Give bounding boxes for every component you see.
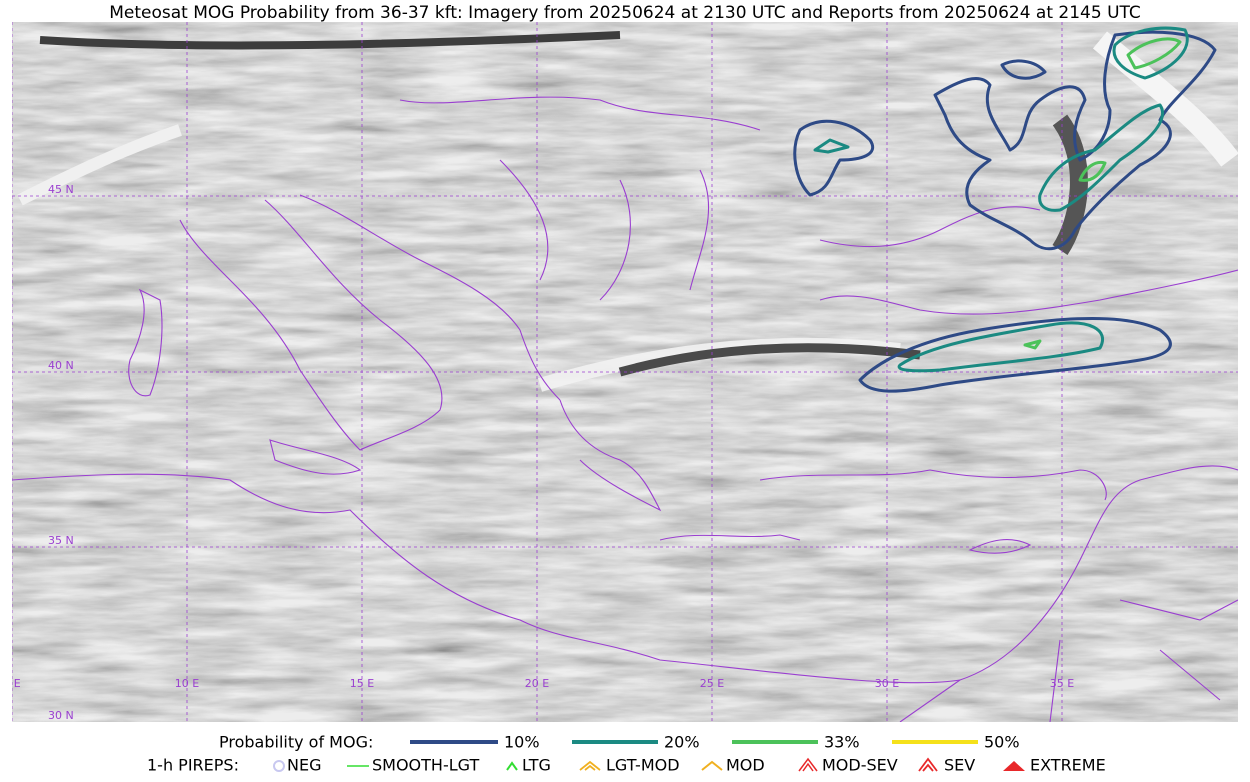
lon-label: 20 E	[525, 677, 549, 690]
coastline	[759, 469, 1107, 501]
coastline	[968, 539, 1032, 554]
mod-icon	[701, 760, 723, 771]
lgt-mod-icon	[579, 760, 601, 771]
contour-20	[897, 321, 1104, 373]
lon-label: 10 E	[175, 677, 199, 690]
border	[399, 96, 761, 301]
probability-contours	[793, 26, 1217, 393]
coastline	[179, 199, 443, 451]
neg-icon	[273, 760, 285, 772]
lon-label: 35 E	[1050, 677, 1074, 690]
contour-10	[858, 316, 1172, 393]
legend-label: NEG	[287, 756, 321, 775]
legend-label: MOD-SEV	[822, 756, 898, 775]
coastline	[299, 194, 561, 401]
legend-label: SEV	[944, 756, 975, 775]
cloud	[17, 124, 182, 206]
contour-10	[1000, 59, 1047, 80]
legend-label: LGT-MOD	[606, 756, 680, 775]
map: 5 E 10 E 15 E 20 E 25 E 30 E 35 E 45 N 4…	[3, 22, 1238, 722]
coastline	[659, 534, 801, 541]
border	[899, 599, 1238, 722]
contour-33	[1126, 37, 1182, 70]
lat-label: 35 N	[48, 534, 74, 547]
coastline	[559, 399, 662, 512]
lon-label: 5 E	[3, 677, 20, 690]
contour-20	[813, 138, 850, 154]
coastline	[12, 465, 1238, 684]
mod-sev-icon	[798, 757, 818, 772]
title: Meteosat MOG Probability from 36-37 kft:…	[109, 3, 1141, 23]
coastline	[269, 439, 362, 475]
coastline	[819, 206, 1041, 248]
lon-label: 15 E	[350, 677, 374, 690]
dark-streak	[39, 31, 621, 50]
legend-label: 33%	[824, 733, 860, 752]
lon-label: 25 E	[700, 677, 724, 690]
contour-33	[1023, 339, 1042, 350]
legend-label: LTG	[522, 756, 551, 775]
lat-label: 40 N	[48, 359, 74, 372]
jet-streak	[618, 343, 921, 377]
legend-label: SMOOTH-LGT	[372, 756, 479, 775]
cloud	[1092, 31, 1238, 167]
legend-label: 10%	[504, 733, 540, 752]
dark-streak	[1052, 114, 1088, 255]
coastline	[128, 288, 163, 397]
legend-label: 20%	[664, 733, 700, 752]
contour-33	[1078, 160, 1107, 182]
lon-label: 30 E	[875, 677, 899, 690]
contour-10	[933, 30, 1217, 251]
coastline	[819, 269, 1238, 315]
legend-title: Probability of MOG:	[219, 733, 373, 752]
contour-10	[793, 119, 874, 197]
lat-label: 45 N	[48, 183, 74, 196]
legend-label: 50%	[984, 733, 1020, 752]
legend-label: MOD	[726, 756, 765, 775]
extreme-icon	[1003, 761, 1025, 771]
lat-label: 30 N	[48, 709, 74, 722]
contour-20	[1038, 103, 1165, 212]
sev-icon	[918, 757, 938, 772]
ltg-icon	[506, 761, 518, 771]
contour-20	[1112, 26, 1189, 80]
legend-label: EXTREME	[1030, 756, 1106, 775]
legend-title: 1-h PIREPS:	[147, 756, 239, 775]
